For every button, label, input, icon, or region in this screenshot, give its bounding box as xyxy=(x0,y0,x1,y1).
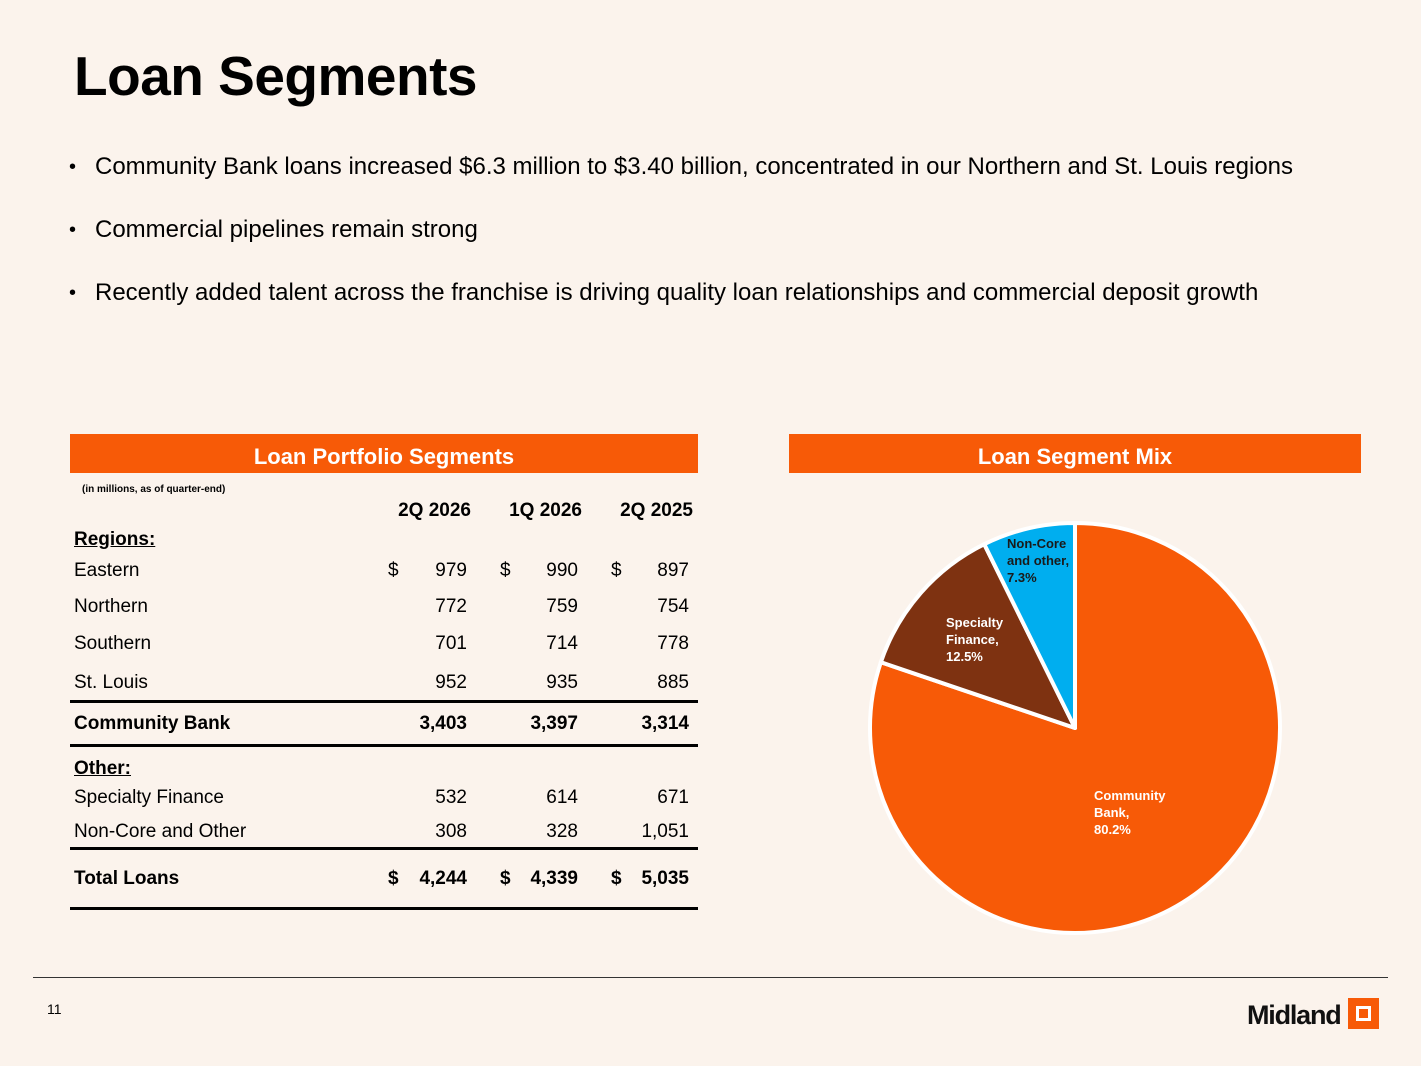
row-label: St. Louis xyxy=(74,672,148,693)
page-title: Loan Segments xyxy=(74,45,478,107)
table-header-bar: Loan Portfolio Segments xyxy=(70,434,698,473)
column-header: 1Q 2026 xyxy=(509,500,582,521)
table-cell: 308 xyxy=(435,821,467,842)
pie-slice xyxy=(982,521,1077,730)
pie-header-bar: Loan Segment Mix xyxy=(789,434,1361,473)
table-rule xyxy=(70,700,698,703)
table-cell: 952 xyxy=(435,672,467,693)
logo-icon xyxy=(1348,998,1379,1029)
table-cell: 1,051 xyxy=(641,821,689,842)
table-rule xyxy=(70,907,698,910)
table-cell: 701 xyxy=(435,633,467,654)
row-label: Non-Core and Other xyxy=(74,821,247,842)
row-label: Specialty Finance xyxy=(74,787,224,808)
table-cell: 5,035 xyxy=(641,868,689,889)
currency-symbol: $ xyxy=(388,868,399,889)
pie-slice-label: Community Bank, 80.2% xyxy=(1094,788,1166,837)
table-cell: 778 xyxy=(657,633,689,654)
table-cell: 4,244 xyxy=(419,868,467,889)
table-rule xyxy=(70,847,698,850)
currency-symbol: $ xyxy=(611,868,622,889)
row-label: Total Loans xyxy=(74,868,180,889)
row-label: Community Bank xyxy=(74,713,231,734)
currency-symbol: $ xyxy=(500,868,511,889)
footer-divider xyxy=(33,977,1388,978)
currency-symbol: $ xyxy=(388,560,399,581)
table-cell: 990 xyxy=(546,560,578,581)
table-cell: 979 xyxy=(435,560,467,581)
table-cell: 328 xyxy=(546,821,578,842)
table-cell: 3,397 xyxy=(530,713,578,734)
table-cell: 772 xyxy=(435,596,467,617)
page-number: 11 xyxy=(47,1001,62,1017)
row-label: Eastern xyxy=(74,560,140,581)
row-label: Northern xyxy=(74,596,148,617)
bullet-item: Recently added talent across the franchi… xyxy=(68,278,1338,308)
table-cell: 532 xyxy=(435,787,467,808)
logo-text: Midland xyxy=(1247,1000,1342,1030)
table-cell: 614 xyxy=(546,787,578,808)
table-cell: 897 xyxy=(657,560,689,581)
pie-chart: Community Bank, 80.2% Specialty Finance, 12.5… xyxy=(868,521,1282,935)
column-header: 2Q 2025 xyxy=(620,500,693,521)
pie-slice xyxy=(878,542,1077,730)
table-cell: 754 xyxy=(657,596,689,617)
section-label-other: Other: xyxy=(74,758,131,779)
pie-slice-label: Non-Core and other, 7.3% xyxy=(1007,536,1069,585)
table-rule xyxy=(70,744,698,747)
table-note: (in millions, as of quarter-end) xyxy=(82,484,226,495)
bullet-item: Commercial pipelines remain strong xyxy=(68,215,1338,245)
bullet-list: Community Bank loans increased $6.3 mill… xyxy=(68,152,1338,341)
currency-symbol: $ xyxy=(611,560,622,581)
bullet-item: Community Bank loans increased $6.3 mill… xyxy=(68,152,1338,182)
table-cell: 759 xyxy=(546,596,578,617)
table-cell: 885 xyxy=(657,672,689,693)
section-label-regions: Regions: xyxy=(74,529,156,550)
currency-symbol: $ xyxy=(500,560,511,581)
table-cell: 714 xyxy=(546,633,578,654)
table-cell: 4,339 xyxy=(530,868,578,889)
row-label: Southern xyxy=(74,633,152,654)
table-cell: 935 xyxy=(546,672,578,693)
table-cell: 671 xyxy=(657,787,689,808)
table-cell: 3,403 xyxy=(419,713,467,734)
table-cell: 3,314 xyxy=(641,713,689,734)
column-header: 2Q 2026 xyxy=(398,500,471,521)
pie-slice-label: Specialty Finance, 12.5% xyxy=(946,615,1004,664)
